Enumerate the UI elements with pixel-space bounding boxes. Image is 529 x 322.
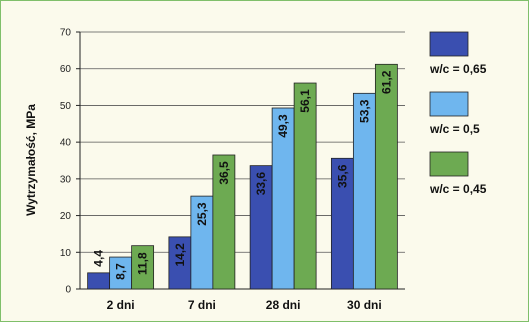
- y-tick-label-1: 10: [60, 248, 72, 259]
- data-label-1-0: 8,7: [114, 263, 128, 280]
- legend-label-0: w/c = 0,65: [429, 62, 487, 76]
- bars: [87, 63, 398, 290]
- data-labels: 4,4 14,2 33,6 35,6 8,7 25,3 49,3 53,3 11,8 36,5 56…: [92, 70, 394, 280]
- x-tick-label-0: 2 dni: [107, 298, 135, 312]
- bar-2-0: [131, 245, 155, 290]
- bar-0-0: [87, 272, 111, 290]
- y-tick-label-3: 30: [60, 174, 72, 185]
- data-label-2-1: 36,5: [217, 161, 231, 185]
- y-tick-label-0: 0: [65, 285, 71, 296]
- data-label-0-3: 35,6: [335, 164, 349, 188]
- y-tick-labels: 0 10 20 30 40 50 60 70: [60, 28, 80, 296]
- bar-2-1: [212, 154, 236, 290]
- data-label-0-1: 14,2: [173, 243, 187, 267]
- x-tick-label-3: 30 dni: [347, 298, 382, 312]
- x-category-labels: 2 dni 7 dni 28 dni 30 dni: [107, 298, 382, 312]
- data-label-2-2: 56,1: [298, 89, 312, 113]
- bar-2-2: [293, 82, 317, 290]
- y-tick-label-5: 50: [60, 101, 72, 112]
- y-tick-label-7: 70: [60, 28, 72, 39]
- y-tick-label-2: 20: [60, 211, 72, 222]
- legend-label-1: w/c = 0,5: [429, 122, 480, 136]
- legend-swatch-2: [429, 151, 469, 177]
- data-label-0-0: 4,4: [92, 250, 106, 267]
- x-tick-label-1: 7 dni: [188, 298, 216, 312]
- legend-label-2: w/c = 0,45: [429, 182, 487, 196]
- data-label-0-2: 33,6: [254, 172, 268, 196]
- y-tick-label-6: 60: [60, 64, 72, 75]
- y-axis-label: Wytrzymałość, MPa: [24, 104, 38, 216]
- data-label-1-1: 25,3: [195, 202, 209, 226]
- data-label-2-3: 61,2: [379, 70, 393, 94]
- legend-swatch-0: [429, 31, 469, 57]
- legend-swatch-1: [429, 91, 469, 117]
- legend: w/c = 0,65 w/c = 0,5 w/c = 0,45: [429, 31, 487, 196]
- data-label-1-2: 49,3: [276, 114, 290, 138]
- data-label-2-0: 11,8: [136, 252, 150, 275]
- x-tick-label-2: 28 dni: [266, 298, 301, 312]
- bar-2-3: [374, 63, 398, 290]
- data-label-1-3: 53,3: [357, 99, 371, 123]
- y-tick-label-4: 40: [60, 138, 72, 149]
